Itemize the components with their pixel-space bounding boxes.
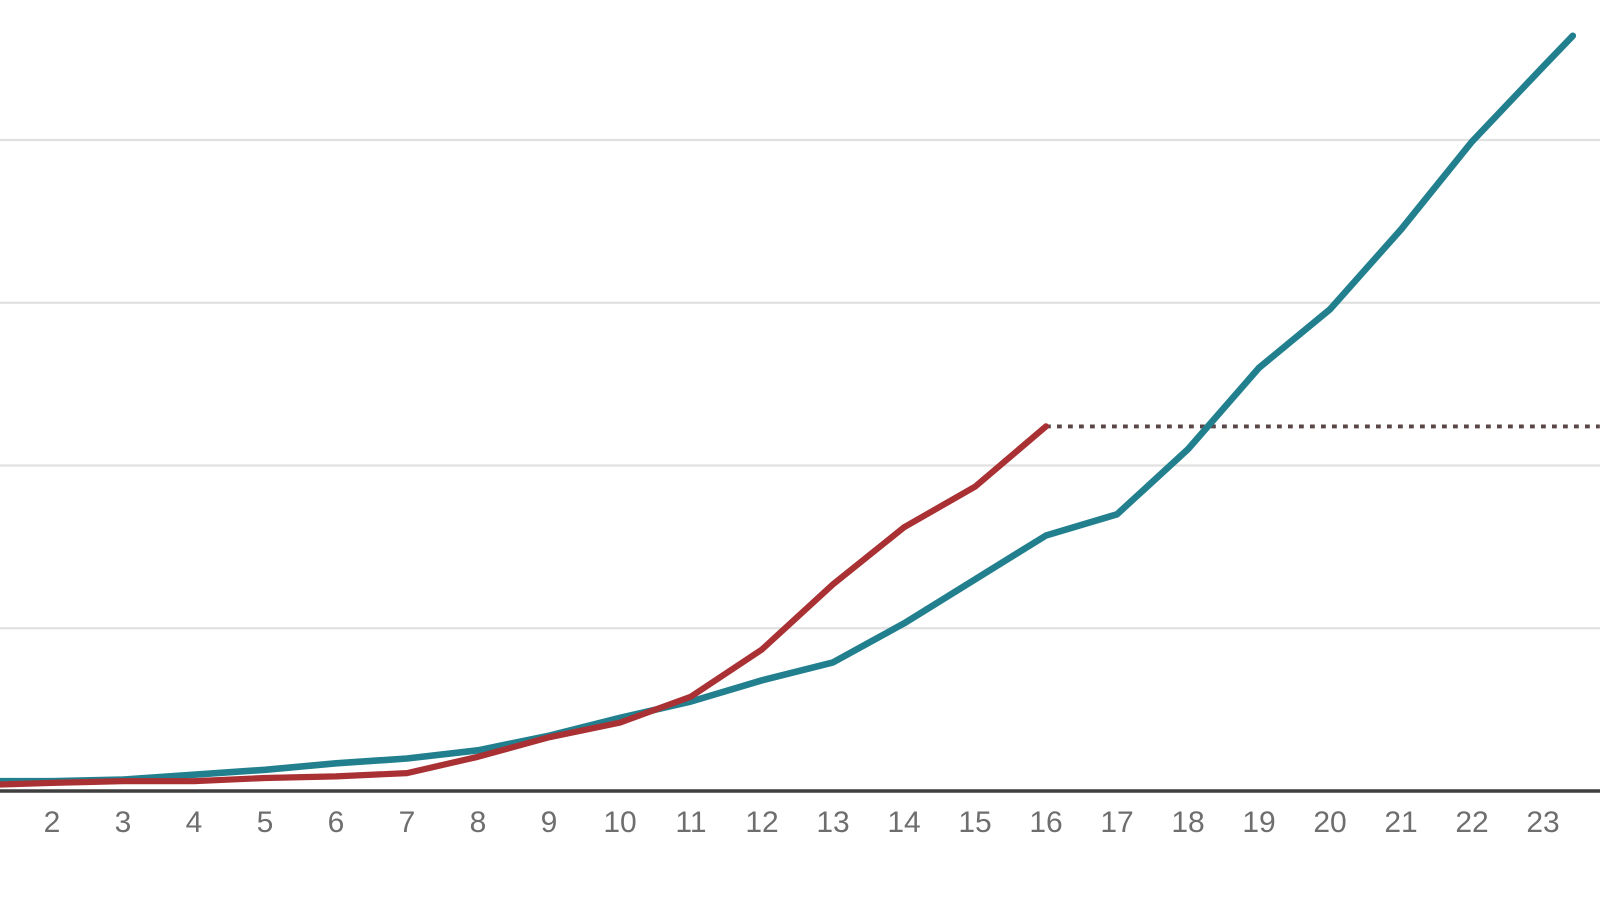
x-tick-label: 16 [1029, 806, 1062, 839]
x-tick-label: 19 [1242, 806, 1275, 839]
x-tick-label: 5 [257, 806, 274, 839]
x-tick-label: 20 [1313, 806, 1346, 839]
x-tick-label: 6 [328, 806, 345, 839]
x-tick-label: 14 [887, 806, 920, 839]
series-teal-line[interactable] [0, 32, 1577, 785]
x-tick-label: 21 [1384, 806, 1417, 839]
x-tick-label: 3 [115, 806, 132, 839]
series-lines [0, 32, 1577, 788]
x-tick-label: 17 [1100, 806, 1133, 839]
x-tick-label: 12 [745, 806, 778, 839]
x-tick-label: 23 [1526, 806, 1559, 839]
x-tick-label: 15 [958, 806, 991, 839]
gridlines [0, 138, 1600, 630]
x-tick-label: 11 [675, 806, 706, 839]
x-tick-label: 4 [186, 806, 203, 839]
x-tick-label: 22 [1455, 806, 1488, 839]
x-tick-label: 2 [44, 806, 61, 839]
series-red-line[interactable] [0, 423, 1050, 788]
x-tick-label: 7 [399, 806, 416, 839]
x-tick-label: 13 [816, 806, 849, 839]
x-axis-tick-labels: 2 3 4 5 6 7 8 9 10 11 12 13 14 15 16 17 18 19 20 21 22 23 [44, 806, 1560, 839]
x-tick-label: 10 [603, 806, 636, 839]
x-tick-label: 18 [1171, 806, 1204, 839]
x-tick-label: 9 [541, 806, 558, 839]
x-tick-label: 8 [470, 806, 487, 839]
